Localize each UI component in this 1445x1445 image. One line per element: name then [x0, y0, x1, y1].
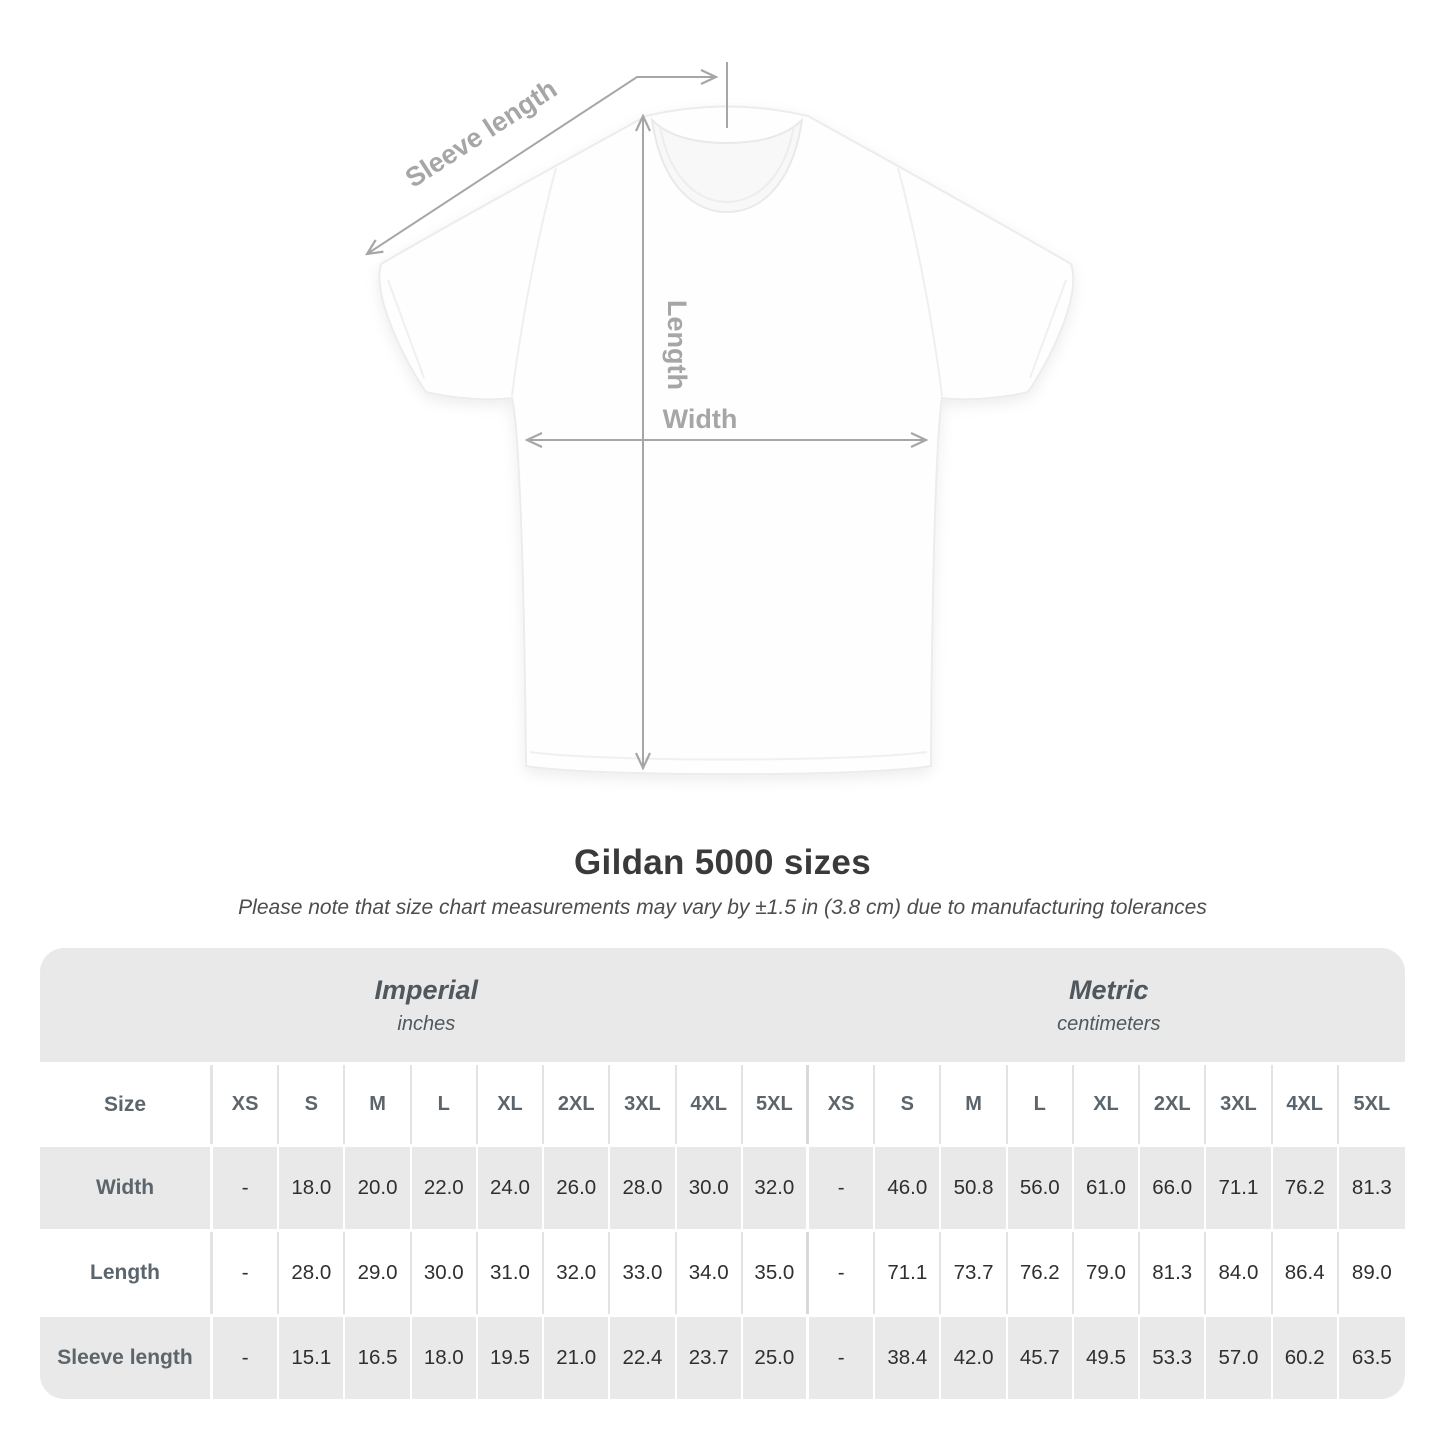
table-cell: 71.1: [1206, 1147, 1273, 1229]
table-cell: 61.0: [1074, 1147, 1141, 1229]
table-cell: 79.0: [1074, 1232, 1141, 1314]
table-cell: 19.5: [478, 1317, 545, 1399]
size-col-header: 4XL: [1273, 1065, 1339, 1144]
size-col-header: XL: [1074, 1065, 1141, 1144]
table-cell: 49.5: [1074, 1317, 1141, 1399]
row-label: Sleeve length: [40, 1317, 213, 1399]
table-cell: 76.2: [1008, 1232, 1074, 1314]
metric-band: Metric centimeters: [813, 948, 1405, 1062]
table-cell: 26.0: [544, 1147, 611, 1229]
size-chart-table: Imperial inches Metric centimeters Size …: [40, 948, 1405, 1399]
row-label: Length: [40, 1232, 213, 1314]
table-cell: -: [809, 1147, 876, 1229]
table-cell: 38.4: [875, 1317, 942, 1399]
table-cell: 57.0: [1206, 1317, 1273, 1399]
table-cell: 31.0: [478, 1232, 545, 1314]
table-cell: 25.0: [743, 1317, 809, 1399]
size-col-header: S: [875, 1065, 942, 1144]
table-cell: 30.0: [412, 1232, 478, 1314]
size-header-row: Size XS S M L XL 2XL 3XL 4XL 5XL XS S M L XL 2XL 3XL 4XL…: [40, 1065, 1405, 1144]
table-cell: 84.0: [1206, 1232, 1273, 1314]
table-cell: 76.2: [1273, 1147, 1339, 1229]
table-cell: 29.0: [345, 1232, 412, 1314]
length-label: Length: [662, 300, 692, 390]
table-cell: 16.5: [345, 1317, 412, 1399]
table-cell: 34.0: [677, 1232, 743, 1314]
size-col-header: 5XL: [743, 1065, 809, 1144]
imperial-unit: inches: [397, 1012, 456, 1035]
tshirt-diagram: Sleeve length Length Width: [0, 62, 1075, 776]
table-cell: 33.0: [610, 1232, 677, 1314]
table-cell: 18.0: [279, 1147, 346, 1229]
size-col-header: XS: [809, 1065, 876, 1144]
table-cell: 89.0: [1351, 1261, 1392, 1284]
table-cell: 42.0: [941, 1317, 1008, 1399]
table-cell: -: [213, 1232, 280, 1314]
page-title: Gildan 5000 sizes: [574, 843, 871, 882]
table-cell: 53.3: [1140, 1317, 1207, 1399]
table-row: Length -28.0 29.0 30.0 31.0 32.0 33.0 34.0 35.0-…: [40, 1232, 1405, 1314]
table-cell: 73.7: [941, 1232, 1008, 1314]
size-col-header: M: [941, 1065, 1008, 1144]
table-cell: 45.7: [1008, 1317, 1074, 1399]
table-cell: -: [213, 1317, 280, 1399]
metric-title: Metric: [1069, 974, 1149, 1005]
table-cell: 23.7: [677, 1317, 743, 1399]
table-cell: 60.2: [1273, 1317, 1339, 1399]
table-cell: 21.0: [544, 1317, 611, 1399]
size-col-header: 4XL: [677, 1065, 743, 1144]
table-cell: 56.0: [1008, 1147, 1074, 1229]
table-row: Sleeve length -15.1 16.5 18.0 19.5 21.0 22.4 23…: [40, 1317, 1405, 1399]
table-cell: 63.5: [1351, 1346, 1392, 1369]
table-cell: 32.0: [743, 1147, 809, 1229]
size-col-header: 3XL: [1206, 1065, 1273, 1144]
size-col-header: L: [412, 1065, 478, 1144]
table-cell: -: [809, 1317, 876, 1399]
table-cell: 71.1: [875, 1232, 942, 1314]
width-label: Width: [663, 404, 738, 434]
tolerance-note: Please note that size chart measurements…: [238, 896, 1207, 919]
table-cell: 35.0: [743, 1232, 809, 1314]
table-cell: 32.0: [544, 1232, 611, 1314]
size-col-header: L: [1008, 1065, 1074, 1144]
table-cell: 86.4: [1273, 1232, 1339, 1314]
metric-unit: centimeters: [1057, 1012, 1161, 1035]
size-label: Size: [40, 1065, 213, 1144]
table-cell: 28.0: [279, 1232, 346, 1314]
table-cell: 46.0: [875, 1147, 942, 1229]
units-band: Imperial inches Metric centimeters: [40, 948, 1405, 1062]
table-cell: -: [213, 1147, 280, 1229]
table-cell: 50.8: [941, 1147, 1008, 1229]
size-col-header: S: [279, 1065, 346, 1144]
table-cell: 15.1: [279, 1317, 346, 1399]
table-cell: 24.0: [478, 1147, 545, 1229]
table-cell: 28.0: [610, 1147, 677, 1229]
table-cell: 22.0: [412, 1147, 478, 1229]
size-col-header: 2XL: [1140, 1065, 1207, 1144]
table-cell: 22.4: [610, 1317, 677, 1399]
imperial-band: Imperial inches: [40, 948, 813, 1062]
imperial-title: Imperial: [374, 974, 479, 1005]
size-col-header: 3XL: [610, 1065, 677, 1144]
table-cell: 30.0: [677, 1147, 743, 1229]
size-col-header: XS: [213, 1065, 280, 1144]
table-cell: 20.0: [345, 1147, 412, 1229]
size-col-header: XL: [478, 1065, 545, 1144]
table-cell: -: [809, 1232, 876, 1314]
size-col-header: 5XL: [1353, 1093, 1391, 1115]
table-cell: 81.3: [1140, 1232, 1207, 1314]
size-col-header: 2XL: [544, 1065, 611, 1144]
table-cell: 66.0: [1140, 1147, 1207, 1229]
table-cell: 18.0: [412, 1317, 478, 1399]
row-label: Width: [40, 1147, 213, 1229]
sleeve-length-arrow: [367, 77, 716, 254]
table-cell: 81.3: [1351, 1176, 1392, 1199]
table-row: Width -18.0 20.0 22.0 24.0 26.0 28.0 30.0 32.0-4…: [40, 1147, 1405, 1229]
size-col-header: M: [345, 1065, 412, 1144]
